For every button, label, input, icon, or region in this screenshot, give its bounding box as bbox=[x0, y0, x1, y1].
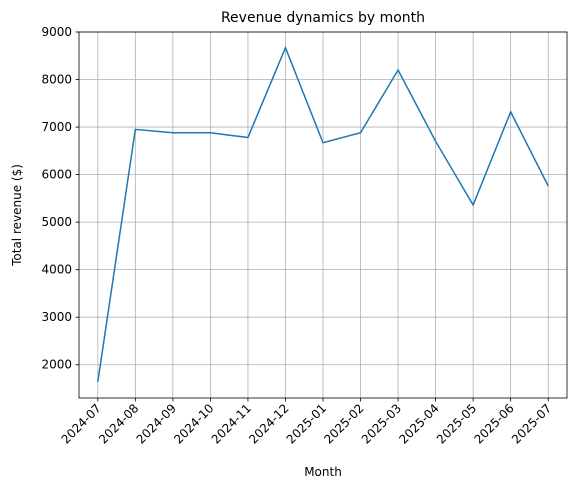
x-tick-label: 2024-07 bbox=[59, 401, 104, 446]
y-axis-label: Total revenue ($) bbox=[10, 164, 24, 267]
y-tick-label: 7000 bbox=[41, 120, 72, 134]
y-tick-label: 6000 bbox=[41, 168, 72, 182]
y-tick-label: 2000 bbox=[41, 358, 72, 372]
x-tick-label: 2024-08 bbox=[96, 401, 141, 446]
x-tick-label: 2025-05 bbox=[434, 401, 479, 446]
chart-title: Revenue dynamics by month bbox=[221, 10, 425, 26]
y-axis: 2000 3000 4000 5000 6000 7000 8000 9000 bbox=[41, 25, 79, 372]
x-tick-label: 2025-04 bbox=[396, 401, 441, 446]
x-tick-label: 2025-07 bbox=[509, 401, 554, 446]
x-tick-label: 2024-12 bbox=[246, 401, 291, 446]
grid bbox=[79, 31, 567, 398]
y-tick-label: 8000 bbox=[41, 73, 72, 87]
x-tick-label: 2025-03 bbox=[359, 401, 404, 446]
x-tick-label: 2024-09 bbox=[134, 401, 179, 446]
revenue-series-line bbox=[97, 45, 549, 382]
y-tick-label: 3000 bbox=[41, 310, 72, 324]
x-axis: 2024-072024-082024-092024-102024-112024-… bbox=[59, 398, 554, 447]
y-tick-label: 4000 bbox=[41, 263, 72, 277]
y-tick-label: 9000 bbox=[41, 25, 72, 39]
x-tick-label: 2025-02 bbox=[321, 401, 366, 446]
y-tick-label: 5000 bbox=[41, 215, 72, 229]
x-tick-label: 2025-06 bbox=[471, 401, 516, 446]
x-axis-label: Month bbox=[304, 465, 342, 479]
x-tick-label: 2024-11 bbox=[209, 401, 254, 446]
x-tick-label: 2024-10 bbox=[171, 401, 216, 446]
x-tick-label: 2025-01 bbox=[284, 401, 329, 446]
